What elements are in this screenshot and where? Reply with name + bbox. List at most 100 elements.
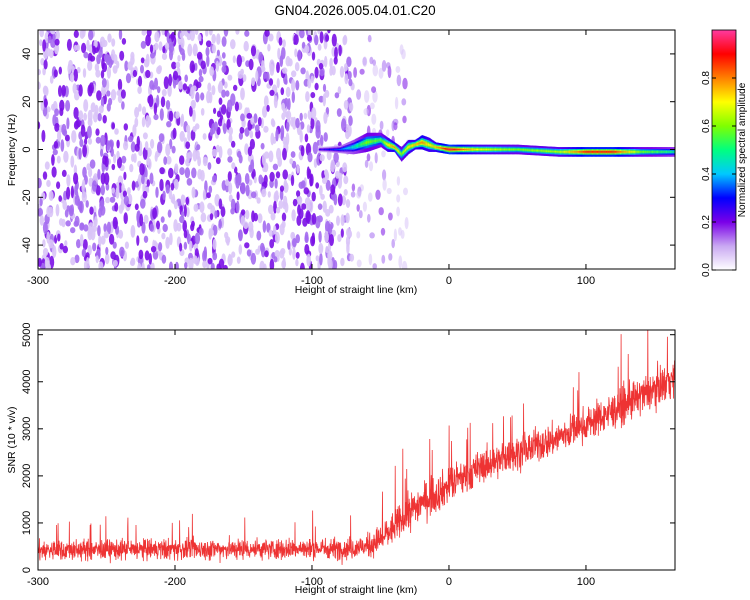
speckle-cell — [273, 95, 278, 109]
speckle-cell — [81, 42, 87, 54]
speckle-cell — [163, 76, 169, 90]
ridge-cell — [321, 149, 323, 150]
speckle-cell — [154, 77, 158, 90]
speckle-cell — [137, 173, 143, 186]
speckle-cell — [343, 189, 348, 196]
ridge-cell — [574, 151, 576, 153]
speckle-cell — [250, 191, 257, 199]
speckle-cell — [186, 152, 190, 163]
speckle-cell — [179, 167, 185, 176]
speckle-cell — [371, 113, 377, 125]
ridge-cell — [518, 148, 520, 151]
speckle-cell — [149, 223, 154, 232]
speckle-cell — [97, 225, 101, 237]
ridge-cell — [416, 143, 418, 145]
speckle-cell — [118, 30, 123, 40]
ridge-cell — [507, 148, 509, 151]
ridge-cell — [484, 148, 486, 151]
speckle-cell — [95, 128, 100, 136]
colorbar-tick-label: 0.0 — [701, 263, 712, 277]
ridge-cell — [461, 148, 463, 151]
speckle-cell — [198, 227, 204, 236]
ridge-cell — [409, 145, 411, 148]
speckle-cell — [161, 232, 166, 240]
speckle-cell — [322, 200, 327, 213]
speckle-cell — [275, 190, 279, 199]
ridge-cell — [458, 148, 460, 151]
speckle-cell — [369, 56, 374, 65]
speckle-cell — [112, 65, 118, 74]
speckle-cell — [42, 85, 48, 95]
speckle-cell — [64, 134, 70, 142]
ridge-cell — [342, 148, 344, 150]
ridge-cell — [506, 148, 508, 151]
ridge-cell — [427, 143, 429, 146]
ridge-cell — [559, 151, 561, 153]
ridge-cell — [663, 151, 665, 153]
speckle-cell — [56, 155, 61, 164]
speckle-cell — [74, 254, 80, 264]
speckle-cell — [170, 196, 176, 204]
spectrogram-x-axis: -300 -200 -100 0 100 — [27, 30, 595, 287]
speckle-cell — [291, 70, 297, 78]
speckle-cell — [263, 71, 267, 79]
ridge-cell — [526, 149, 529, 151]
speckle-cell — [358, 210, 363, 219]
ridge-cell — [575, 151, 577, 153]
ridge-cell — [651, 151, 653, 153]
ridge-cell — [498, 148, 501, 151]
ridge-cell — [544, 150, 547, 152]
speckle-cell — [207, 257, 213, 265]
speckle-cell — [266, 104, 270, 112]
ridge-cell — [375, 139, 377, 142]
ridge-cell — [420, 141, 422, 144]
speckle-cell — [95, 136, 101, 144]
speckle-cell — [92, 242, 97, 252]
speckle-cell — [237, 150, 242, 158]
y-tick-label: 4000 — [21, 370, 33, 394]
ridge-cell — [396, 148, 398, 150]
speckle-cell — [100, 172, 106, 185]
ridge-cell — [485, 148, 487, 151]
y-tick-label: 0 — [21, 567, 33, 573]
snr-plot-area — [38, 330, 675, 565]
speckle-cell — [353, 67, 357, 78]
ridge-cell — [568, 151, 570, 153]
speckle-cell — [245, 184, 250, 197]
speckle-cell — [126, 187, 131, 196]
ridge-cell — [439, 147, 441, 149]
ridge-cell — [531, 149, 533, 151]
speckle-cell — [79, 223, 85, 231]
speckle-cell — [192, 109, 196, 122]
ridge-cell — [534, 149, 536, 152]
speckle-cell — [60, 139, 65, 152]
ridge-cell — [476, 148, 478, 151]
speckle-cell — [381, 254, 386, 264]
speckle-cell — [218, 97, 223, 105]
speckle-cell — [83, 99, 89, 112]
speckle-cell — [221, 89, 227, 98]
speckle-cell — [99, 36, 106, 48]
ridge-cell — [660, 151, 663, 153]
ridge-cell — [357, 144, 359, 147]
speckle-cell — [227, 171, 232, 182]
speckle-cell — [180, 211, 185, 218]
speckle-cell — [105, 246, 109, 255]
ridge-cell — [654, 151, 656, 153]
speckle-cell — [158, 242, 163, 252]
ridge-cell — [319, 149, 321, 150]
speckle-cell — [325, 220, 331, 234]
speckle-cell — [169, 261, 173, 269]
speckle-cell — [168, 189, 173, 200]
ridge-cell — [486, 148, 488, 151]
ridge-cell — [426, 143, 428, 146]
speckle-cell — [207, 202, 213, 210]
speckle-cell — [235, 200, 240, 214]
speckle-cell — [42, 221, 48, 235]
ridge-cell — [570, 151, 572, 153]
speckle-cell — [403, 187, 408, 196]
speckle-cell — [256, 230, 262, 241]
speckle-cell — [200, 212, 207, 223]
speckle-cell — [144, 250, 150, 261]
ridge-cell — [627, 151, 629, 153]
